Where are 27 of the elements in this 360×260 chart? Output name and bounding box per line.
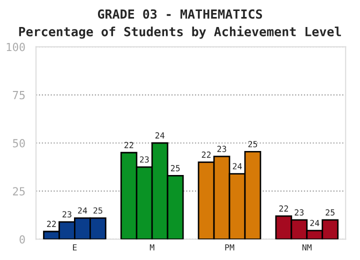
text: 24: [232, 163, 242, 170]
series-label: 24: [78, 207, 88, 214]
y-tick-label: 50: [12, 139, 25, 148]
text: 22: [124, 142, 134, 148]
text: 23: [294, 209, 304, 216]
text: 25: [248, 140, 258, 148]
text: 22: [202, 152, 211, 158]
text: 23: [217, 146, 226, 152]
y-tick-label: 25: [13, 187, 25, 196]
x-tick-label: E: [72, 244, 77, 250]
y-tick-label: 0: [20, 235, 25, 244]
x-tick-label: NM: [302, 244, 312, 250]
x-tick-label: PM: [225, 244, 234, 250]
series-label: 23: [140, 156, 149, 163]
text: 22: [279, 205, 288, 212]
y-tick-label: 75: [12, 91, 25, 100]
text: 25: [170, 165, 180, 172]
series-label: 25: [94, 207, 102, 214]
text: 24: [155, 132, 164, 138]
chart-subtitle: Percentage of Students by Achievement Level: [19, 26, 341, 39]
chart-title: GRADE 03 - MATHEMATICS: [98, 9, 262, 19]
y-tick-label: 100: [6, 42, 25, 52]
text: 23: [62, 211, 72, 218]
text: 25: [326, 209, 334, 216]
series-label: 22: [47, 220, 56, 227]
text: 24: [310, 220, 320, 226]
x-tick-label: M: [150, 244, 154, 250]
